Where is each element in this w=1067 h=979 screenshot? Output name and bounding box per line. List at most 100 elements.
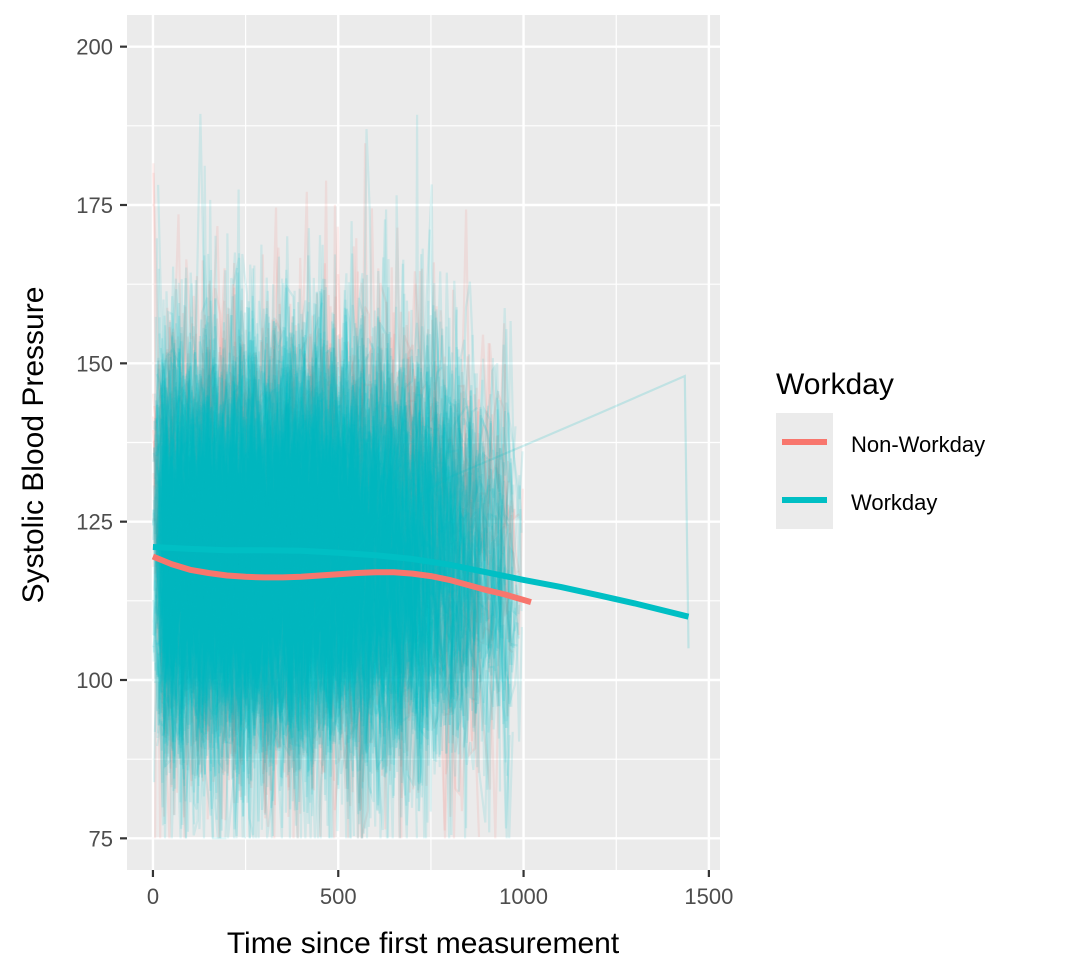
raw-trace xyxy=(159,449,485,817)
raw-trace xyxy=(157,314,480,832)
raw-trace xyxy=(152,283,374,774)
raw-trace xyxy=(161,422,450,647)
raw-trace xyxy=(166,364,456,831)
raw-trace xyxy=(165,330,421,791)
raw-trace xyxy=(163,512,358,814)
raw-trace xyxy=(162,480,321,779)
raw-trace xyxy=(152,143,369,674)
raw-trace xyxy=(161,451,432,742)
raw-trace xyxy=(162,423,386,697)
raw-trace xyxy=(162,486,423,811)
raw-trace xyxy=(156,347,478,808)
raw-trace xyxy=(159,441,396,808)
raw-trace xyxy=(160,278,420,618)
raw-trace xyxy=(153,284,463,700)
raw-trace xyxy=(162,253,363,628)
raw-trace xyxy=(152,361,395,741)
raw-trace xyxy=(160,388,335,771)
raw-trace xyxy=(163,423,518,754)
raw-trace xyxy=(166,305,471,735)
raw-trace xyxy=(160,536,404,737)
raw-trace xyxy=(155,374,325,626)
raw-trace xyxy=(154,323,468,691)
raw-trace xyxy=(157,411,453,826)
raw-trace xyxy=(164,235,325,671)
legend-title: Workday xyxy=(776,368,894,401)
raw-trace xyxy=(155,259,482,757)
raw-trace xyxy=(155,449,453,680)
raw-trace xyxy=(165,431,430,839)
raw-trace xyxy=(162,374,523,662)
raw-trace xyxy=(155,308,326,745)
axes: 0 500 1000 1500 75 100 125 150 175 200 xyxy=(76,35,733,909)
raw-trace xyxy=(155,254,473,831)
raw-trace xyxy=(155,317,356,635)
raw-trace xyxy=(159,541,469,757)
raw-trace xyxy=(159,502,370,837)
raw-trace xyxy=(158,317,482,574)
raw-trace xyxy=(161,400,512,696)
raw-trace xyxy=(164,498,371,764)
raw-trace xyxy=(165,374,486,744)
raw-trace xyxy=(155,498,476,745)
raw-trace xyxy=(162,500,434,763)
raw-trace xyxy=(152,368,509,702)
raw-trace xyxy=(165,511,521,796)
raw-trace xyxy=(160,383,376,707)
raw-trace xyxy=(155,238,411,683)
x-tick-label: 500 xyxy=(320,884,357,909)
raw-trace xyxy=(158,346,464,736)
raw-trace xyxy=(164,365,438,690)
raw-trace xyxy=(164,379,446,820)
raw-trace xyxy=(158,328,346,742)
raw-trace xyxy=(158,351,353,660)
raw-trace xyxy=(155,253,513,710)
legend-label-workday: Workday xyxy=(851,490,937,515)
raw-trace xyxy=(157,385,397,839)
raw-trace xyxy=(163,416,444,593)
raw-trace xyxy=(163,487,466,736)
raw-trace xyxy=(161,353,412,839)
y-tick-label: 75 xyxy=(89,826,113,851)
raw-trace xyxy=(163,281,492,654)
raw-trace xyxy=(163,332,451,804)
raw-trace xyxy=(165,393,445,761)
grid-minor xyxy=(127,15,720,870)
raw-trace xyxy=(163,471,350,839)
raw-trace xyxy=(154,451,513,839)
raw-trace xyxy=(155,336,424,687)
raw-trace xyxy=(151,492,421,692)
raw-trace xyxy=(166,246,435,726)
raw-trace xyxy=(155,351,353,775)
raw-trace xyxy=(154,269,348,713)
raw-trace xyxy=(164,377,415,731)
raw-trace xyxy=(163,209,523,700)
raw-trace xyxy=(166,487,396,839)
raw-trace xyxy=(164,467,452,716)
raw-trace xyxy=(157,359,439,695)
raw-trace xyxy=(158,289,368,656)
raw-trace xyxy=(155,253,421,602)
raw-trace xyxy=(156,449,517,809)
raw-trace xyxy=(159,371,481,679)
raw-trace xyxy=(160,416,358,752)
smooth-line-non-workday xyxy=(151,553,532,605)
raw-trace xyxy=(152,296,515,746)
raw-trace xyxy=(155,473,455,839)
raw-trace xyxy=(157,340,501,723)
raw-trace xyxy=(159,363,502,829)
raw-trace xyxy=(166,280,511,839)
raw-trace xyxy=(164,461,498,686)
raw-trace xyxy=(161,508,407,766)
raw-trace xyxy=(162,191,402,642)
raw-trace xyxy=(166,499,456,757)
raw-trace xyxy=(157,371,438,577)
raw-trace xyxy=(162,442,520,819)
raw-trace xyxy=(158,400,459,772)
raw-trace xyxy=(153,322,429,556)
raw-trace xyxy=(155,504,516,773)
raw-trace xyxy=(159,327,494,839)
raw-trace xyxy=(155,254,458,770)
raw-trace xyxy=(155,301,524,839)
